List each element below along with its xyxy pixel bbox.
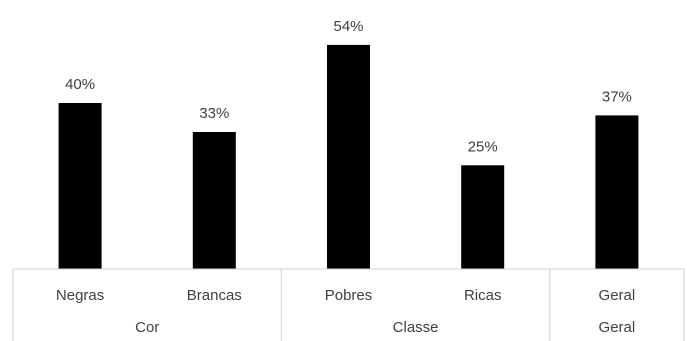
category-label-ricas: Ricas: [464, 287, 502, 304]
bar-negras: [58, 103, 102, 269]
group-label-classe: Classe: [393, 319, 439, 336]
bar-geral: [595, 115, 639, 270]
category-label-brancas: Brancas: [187, 287, 242, 304]
category-label-negras: Negras: [56, 287, 104, 304]
data-label-pobres: 54%: [333, 18, 363, 35]
category-label-pobres: Pobres: [325, 287, 373, 304]
bar-ricas: [461, 165, 505, 270]
data-label-negras: 40%: [65, 76, 95, 93]
data-label-geral: 37%: [602, 88, 632, 105]
bar-brancas: [192, 132, 236, 269]
group-label-geral: Geral: [599, 319, 636, 336]
data-label-ricas: 25%: [468, 138, 498, 155]
group-label-cor: Cor: [135, 319, 159, 336]
data-label-brancas: 33%: [199, 105, 229, 122]
bar-pobres: [327, 44, 370, 270]
category-label-geral: Geral: [599, 287, 636, 304]
